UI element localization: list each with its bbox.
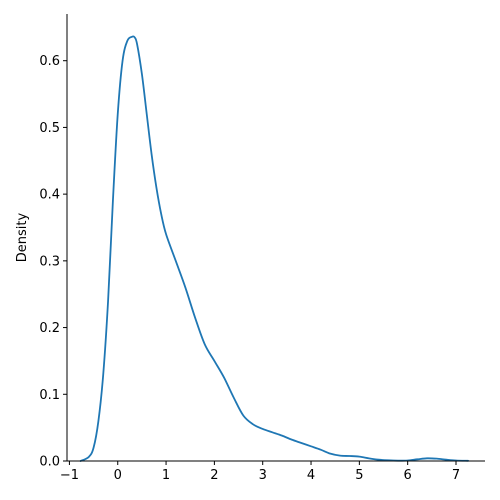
x-tick-label: 1: [162, 468, 170, 483]
y-axis-title: Density: [15, 212, 30, 262]
y-tick-label: 0.0: [39, 455, 60, 470]
y-tick-label: 0.3: [39, 254, 60, 269]
x-tick-label: 3: [259, 468, 267, 483]
x-tick-label: 0: [114, 468, 122, 483]
density-curve: [79, 35, 469, 462]
y-tick-label: 0.1: [39, 388, 60, 403]
x-tick-label: 7: [452, 468, 460, 483]
y-tick-label: 0.4: [39, 188, 60, 203]
x-tick-label: 6: [404, 468, 412, 483]
x-tick-label: −1: [60, 468, 79, 483]
y-axis-ticks: 0.0 0.1 0.2 0.3 0.4 0.5 0.6: [39, 54, 67, 470]
x-tick-label: 5: [355, 468, 363, 483]
x-axis-ticks: −1 0 1 2 3 4 5 6 7: [60, 461, 460, 483]
y-tick-label: 0.5: [39, 121, 60, 136]
x-tick-label: 4: [307, 468, 315, 483]
y-tick-label: 0.2: [39, 321, 60, 336]
x-tick-label: 2: [210, 468, 218, 483]
y-tick-label: 0.6: [39, 54, 60, 69]
